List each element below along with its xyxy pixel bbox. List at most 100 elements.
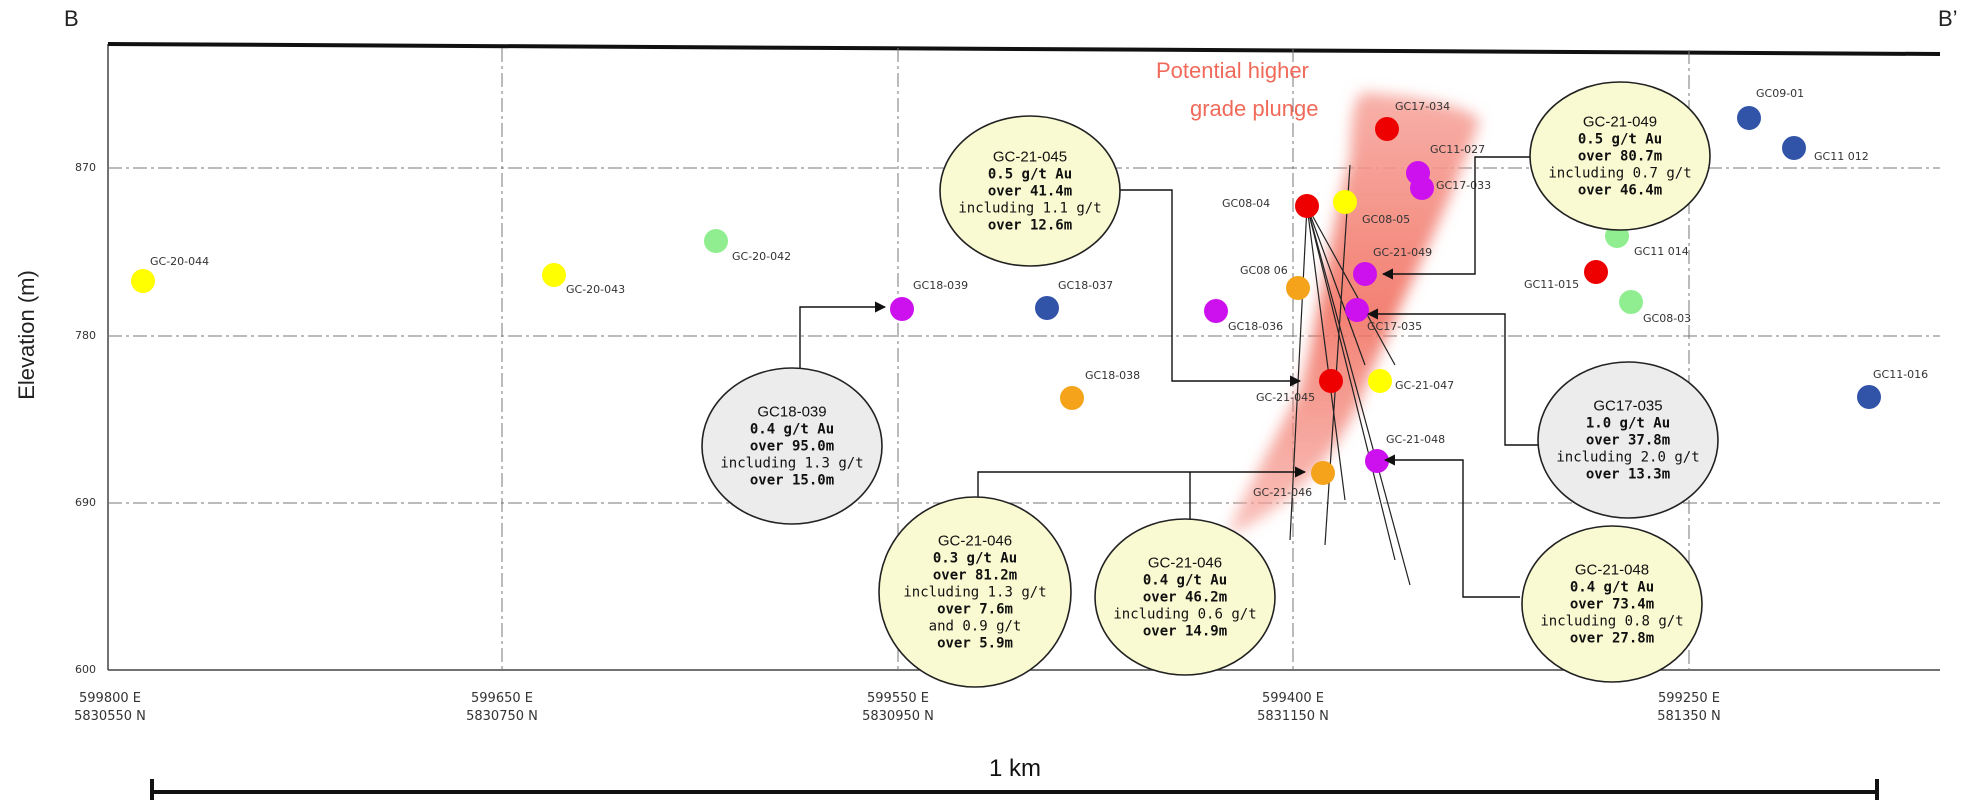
drill-hole-label: GC17-035 — [1367, 320, 1422, 333]
callout-title: GC-21-046 — [1148, 555, 1222, 572]
y-ticks: 870 780 690 600 — [75, 161, 96, 676]
x-ticks: 599800 E 5830550 N 599650 E 5830750 N 59… — [74, 691, 1721, 724]
x-tick-easting: 599400 E — [1262, 691, 1324, 706]
callout-line: over 73.4m — [1570, 597, 1654, 613]
drill-hole-label: GC11 014 — [1634, 245, 1689, 258]
drill-hole-marker — [1584, 260, 1608, 284]
drill-hole-marker — [1333, 190, 1357, 214]
drill-hole-label: GC18-039 — [913, 279, 968, 292]
x-tick-northing: 5830750 N — [466, 709, 538, 724]
callout-title: GC-21-046 — [938, 533, 1012, 550]
callout-line: including 2.0 g/t — [1556, 450, 1699, 466]
drill-hole-label: GC09-01 — [1756, 87, 1804, 100]
drill-hole-marker — [704, 229, 728, 253]
drill-hole-label: GC17-034 — [1395, 100, 1450, 113]
topography-surface — [107, 42, 1941, 56]
x-tick-easting: 599800 E — [79, 691, 141, 706]
drill-hole-marker — [131, 269, 155, 293]
callout-line: 1.0 g/t Au — [1586, 416, 1670, 432]
drill-hole-label: GC-20-043 — [566, 283, 625, 296]
callout-line: 0.4 g/t Au — [1570, 580, 1654, 596]
y-tick: 870 — [75, 161, 96, 174]
drill-hole-label: GC18-037 — [1058, 279, 1113, 292]
callout-line: over 13.3m — [1586, 467, 1670, 483]
drill-hole-marker — [1353, 262, 1377, 286]
callout-line: including 0.8 g/t — [1540, 614, 1683, 630]
drill-hole-label: GC-20-042 — [732, 250, 791, 263]
drill-hole-marker — [1060, 386, 1084, 410]
drill-hole-label: GC11-015 — [1524, 278, 1579, 291]
drill-hole-marker — [1319, 369, 1343, 393]
callout-line: including 1.3 g/t — [720, 456, 863, 472]
drill-hole-label: GC08 06 — [1240, 264, 1288, 277]
callout-bubble — [1521, 525, 1703, 683]
callout-title: GC-21-048 — [1575, 562, 1649, 579]
callout-title: GC-21-049 — [1583, 114, 1657, 131]
drill-holes: GC-20-044 GC-20-043 GC-20-042 GC18-039 GC18-… — [131, 87, 1928, 499]
drill-hole-marker — [542, 263, 566, 287]
callout-line: 0.3 g/t Au — [933, 551, 1017, 567]
drill-hole-marker — [1204, 299, 1228, 323]
drill-hole-label: GC11 012 — [1814, 150, 1869, 163]
drill-hole-label: GC18-036 — [1228, 320, 1283, 333]
callout-title: GC-21-045 — [993, 149, 1067, 166]
callout-line: over 7.6m — [937, 602, 1013, 618]
plunge-label-line-1: Potential higher — [1156, 58, 1309, 83]
drill-hole-label: GC08-04 — [1222, 197, 1270, 210]
callout-line: over 14.9m — [1143, 624, 1227, 640]
callout-title: GC18-039 — [757, 404, 826, 421]
x-tick-easting: 599650 E — [471, 691, 533, 706]
drill-traces — [1289, 164, 1411, 586]
callout-bubble — [701, 367, 883, 525]
callout-line: over 41.4m — [988, 184, 1072, 200]
x-tick-easting: 599250 E — [1658, 691, 1720, 706]
callout-line: including 1.3 g/t — [903, 585, 1046, 601]
callout-line: including 1.1 g/t — [958, 201, 1101, 217]
callout-bubble — [1529, 81, 1711, 231]
x-tick-northing: 5831150 N — [1257, 709, 1329, 724]
callout-line: over 80.7m — [1578, 149, 1662, 165]
drill-hole-marker — [1619, 290, 1643, 314]
drill-hole-marker — [1295, 194, 1319, 218]
drill-hole-marker — [1365, 449, 1389, 473]
drill-hole-label: GC-21-046 — [1253, 486, 1312, 499]
callout-line: over 15.0m — [750, 473, 834, 489]
y-tick: 690 — [75, 496, 96, 509]
section-start-label: B — [64, 6, 79, 31]
drill-hole-label: GC-20-044 — [150, 255, 209, 268]
callout-line: over 46.2m — [1143, 590, 1227, 606]
callout-line: over 46.4m — [1578, 183, 1662, 199]
callout-title: GC17-035 — [1593, 398, 1662, 415]
x-tick-easting: 599550 E — [867, 691, 929, 706]
callout-line: over 95.0m — [750, 439, 834, 455]
section-end-label: B’ — [1938, 6, 1958, 31]
drill-hole-marker — [1286, 276, 1310, 300]
drill-hole-label: GC08-03 — [1643, 312, 1691, 325]
callout-line: over 81.2m — [933, 568, 1017, 584]
x-tick-northing: 5830550 N — [74, 709, 146, 724]
scale-bar-label: 1 km — [989, 755, 1041, 782]
drill-hole-marker — [1857, 385, 1881, 409]
drill-hole-label: GC11-027 — [1430, 143, 1485, 156]
drill-hole-marker — [1368, 369, 1392, 393]
scale-bar: 1 km — [150, 755, 1879, 800]
drill-hole-marker — [1375, 117, 1399, 141]
callout-bubble — [939, 115, 1121, 267]
callout-bubble — [878, 496, 1072, 688]
drill-hole-label: GC-21-048 — [1386, 433, 1445, 446]
drill-hole-label: GC-21-049 — [1373, 246, 1432, 259]
drill-hole-marker — [1737, 106, 1761, 130]
callout-line: over 12.6m — [988, 218, 1072, 234]
callout-bubble — [1094, 518, 1276, 676]
drill-hole-label: GC18-038 — [1085, 369, 1140, 382]
callout-line: over 27.8m — [1570, 631, 1654, 647]
y-tick: 780 — [75, 329, 96, 342]
